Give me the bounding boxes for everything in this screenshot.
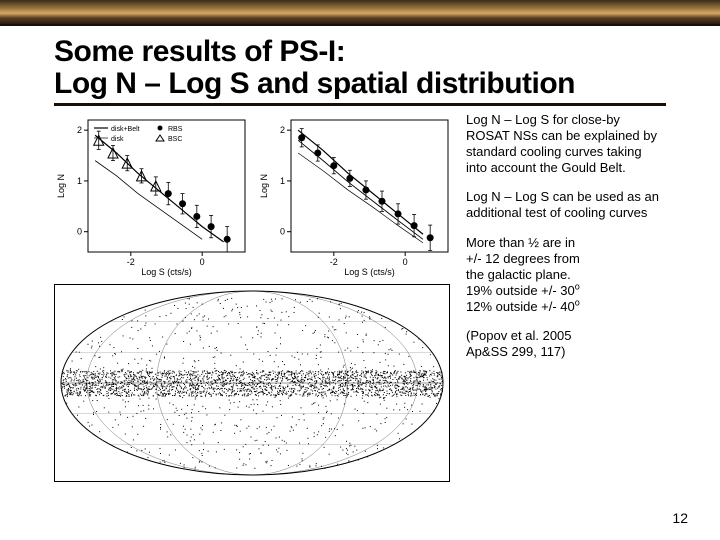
slide-title: Some results of PS-I: Log N – Log S and … bbox=[54, 36, 666, 106]
decorative-top-border bbox=[0, 0, 720, 26]
svg-text:1: 1 bbox=[280, 176, 285, 186]
svg-text:Log S (cts/s): Log S (cts/s) bbox=[344, 267, 395, 277]
deg-sup-1: o bbox=[575, 281, 580, 291]
deg-sup-2: o bbox=[575, 297, 580, 307]
svg-text:0: 0 bbox=[280, 227, 285, 237]
figures-column: -2 0 0 1 2 Log S (cts/s) Log N disk+Belt disk RBS… bbox=[54, 112, 454, 482]
p3-line5: 12% outside +/- 40 bbox=[466, 299, 575, 314]
svg-text:2: 2 bbox=[77, 125, 82, 135]
body-row: -2 0 0 1 2 Log S (cts/s) Log N disk+Belt disk RBS… bbox=[54, 112, 666, 482]
svg-text:disk+Belt: disk+Belt bbox=[111, 126, 140, 133]
p3-line1: More than ½ are in bbox=[466, 235, 575, 250]
ref-line2: Ap&SS 299, 117) bbox=[466, 344, 566, 359]
chart-right: -2 0 0 1 2 Log S (cts/s) Log N bbox=[257, 112, 454, 278]
svg-text:Log S (cts/s): Log S (cts/s) bbox=[141, 267, 192, 277]
title-line-2: Log N – Log S and spatial distribution bbox=[54, 68, 666, 100]
svg-text:0: 0 bbox=[403, 257, 408, 267]
paragraph-2: Log N – Log S can be used as an addition… bbox=[466, 189, 666, 221]
svg-text:BSC: BSC bbox=[168, 136, 182, 143]
svg-text:RBS: RBS bbox=[168, 126, 183, 133]
p3-line4: 19% outside +/- 30 bbox=[466, 283, 575, 298]
paragraph-3: More than ½ are in +/- 12 degrees from t… bbox=[466, 235, 666, 314]
p3-line2: +/- 12 degrees from bbox=[466, 251, 580, 266]
chart-left: -2 0 0 1 2 Log S (cts/s) Log N disk+Belt disk RBS… bbox=[54, 112, 251, 278]
text-column: Log N – Log S for close-by ROSAT NSs can… bbox=[466, 112, 666, 482]
svg-text:Log N: Log N bbox=[56, 174, 66, 198]
slide-number: 12 bbox=[672, 510, 688, 526]
svg-text:0: 0 bbox=[200, 257, 205, 267]
chart-pair: -2 0 0 1 2 Log S (cts/s) Log N disk+Belt disk RBS… bbox=[54, 112, 454, 278]
slide-content: Some results of PS-I: Log N – Log S and … bbox=[0, 26, 720, 482]
svg-text:disk: disk bbox=[111, 136, 124, 143]
svg-text:-2: -2 bbox=[330, 257, 338, 267]
svg-text:2: 2 bbox=[280, 125, 285, 135]
paragraph-1: Log N – Log S for close-by ROSAT NSs can… bbox=[466, 112, 666, 175]
svg-text:1: 1 bbox=[77, 176, 82, 186]
svg-text:-2: -2 bbox=[127, 257, 135, 267]
p3-line3: the galactic plane. bbox=[466, 267, 571, 282]
reference: (Popov et al. 2005 Ap&SS 299, 117) bbox=[466, 328, 666, 360]
svg-text:0: 0 bbox=[77, 227, 82, 237]
title-line-1: Some results of PS-I: bbox=[54, 36, 666, 68]
ref-line1: (Popov et al. 2005 bbox=[466, 328, 572, 343]
svg-text:Log N: Log N bbox=[259, 174, 269, 198]
skymap-plot bbox=[54, 284, 450, 482]
